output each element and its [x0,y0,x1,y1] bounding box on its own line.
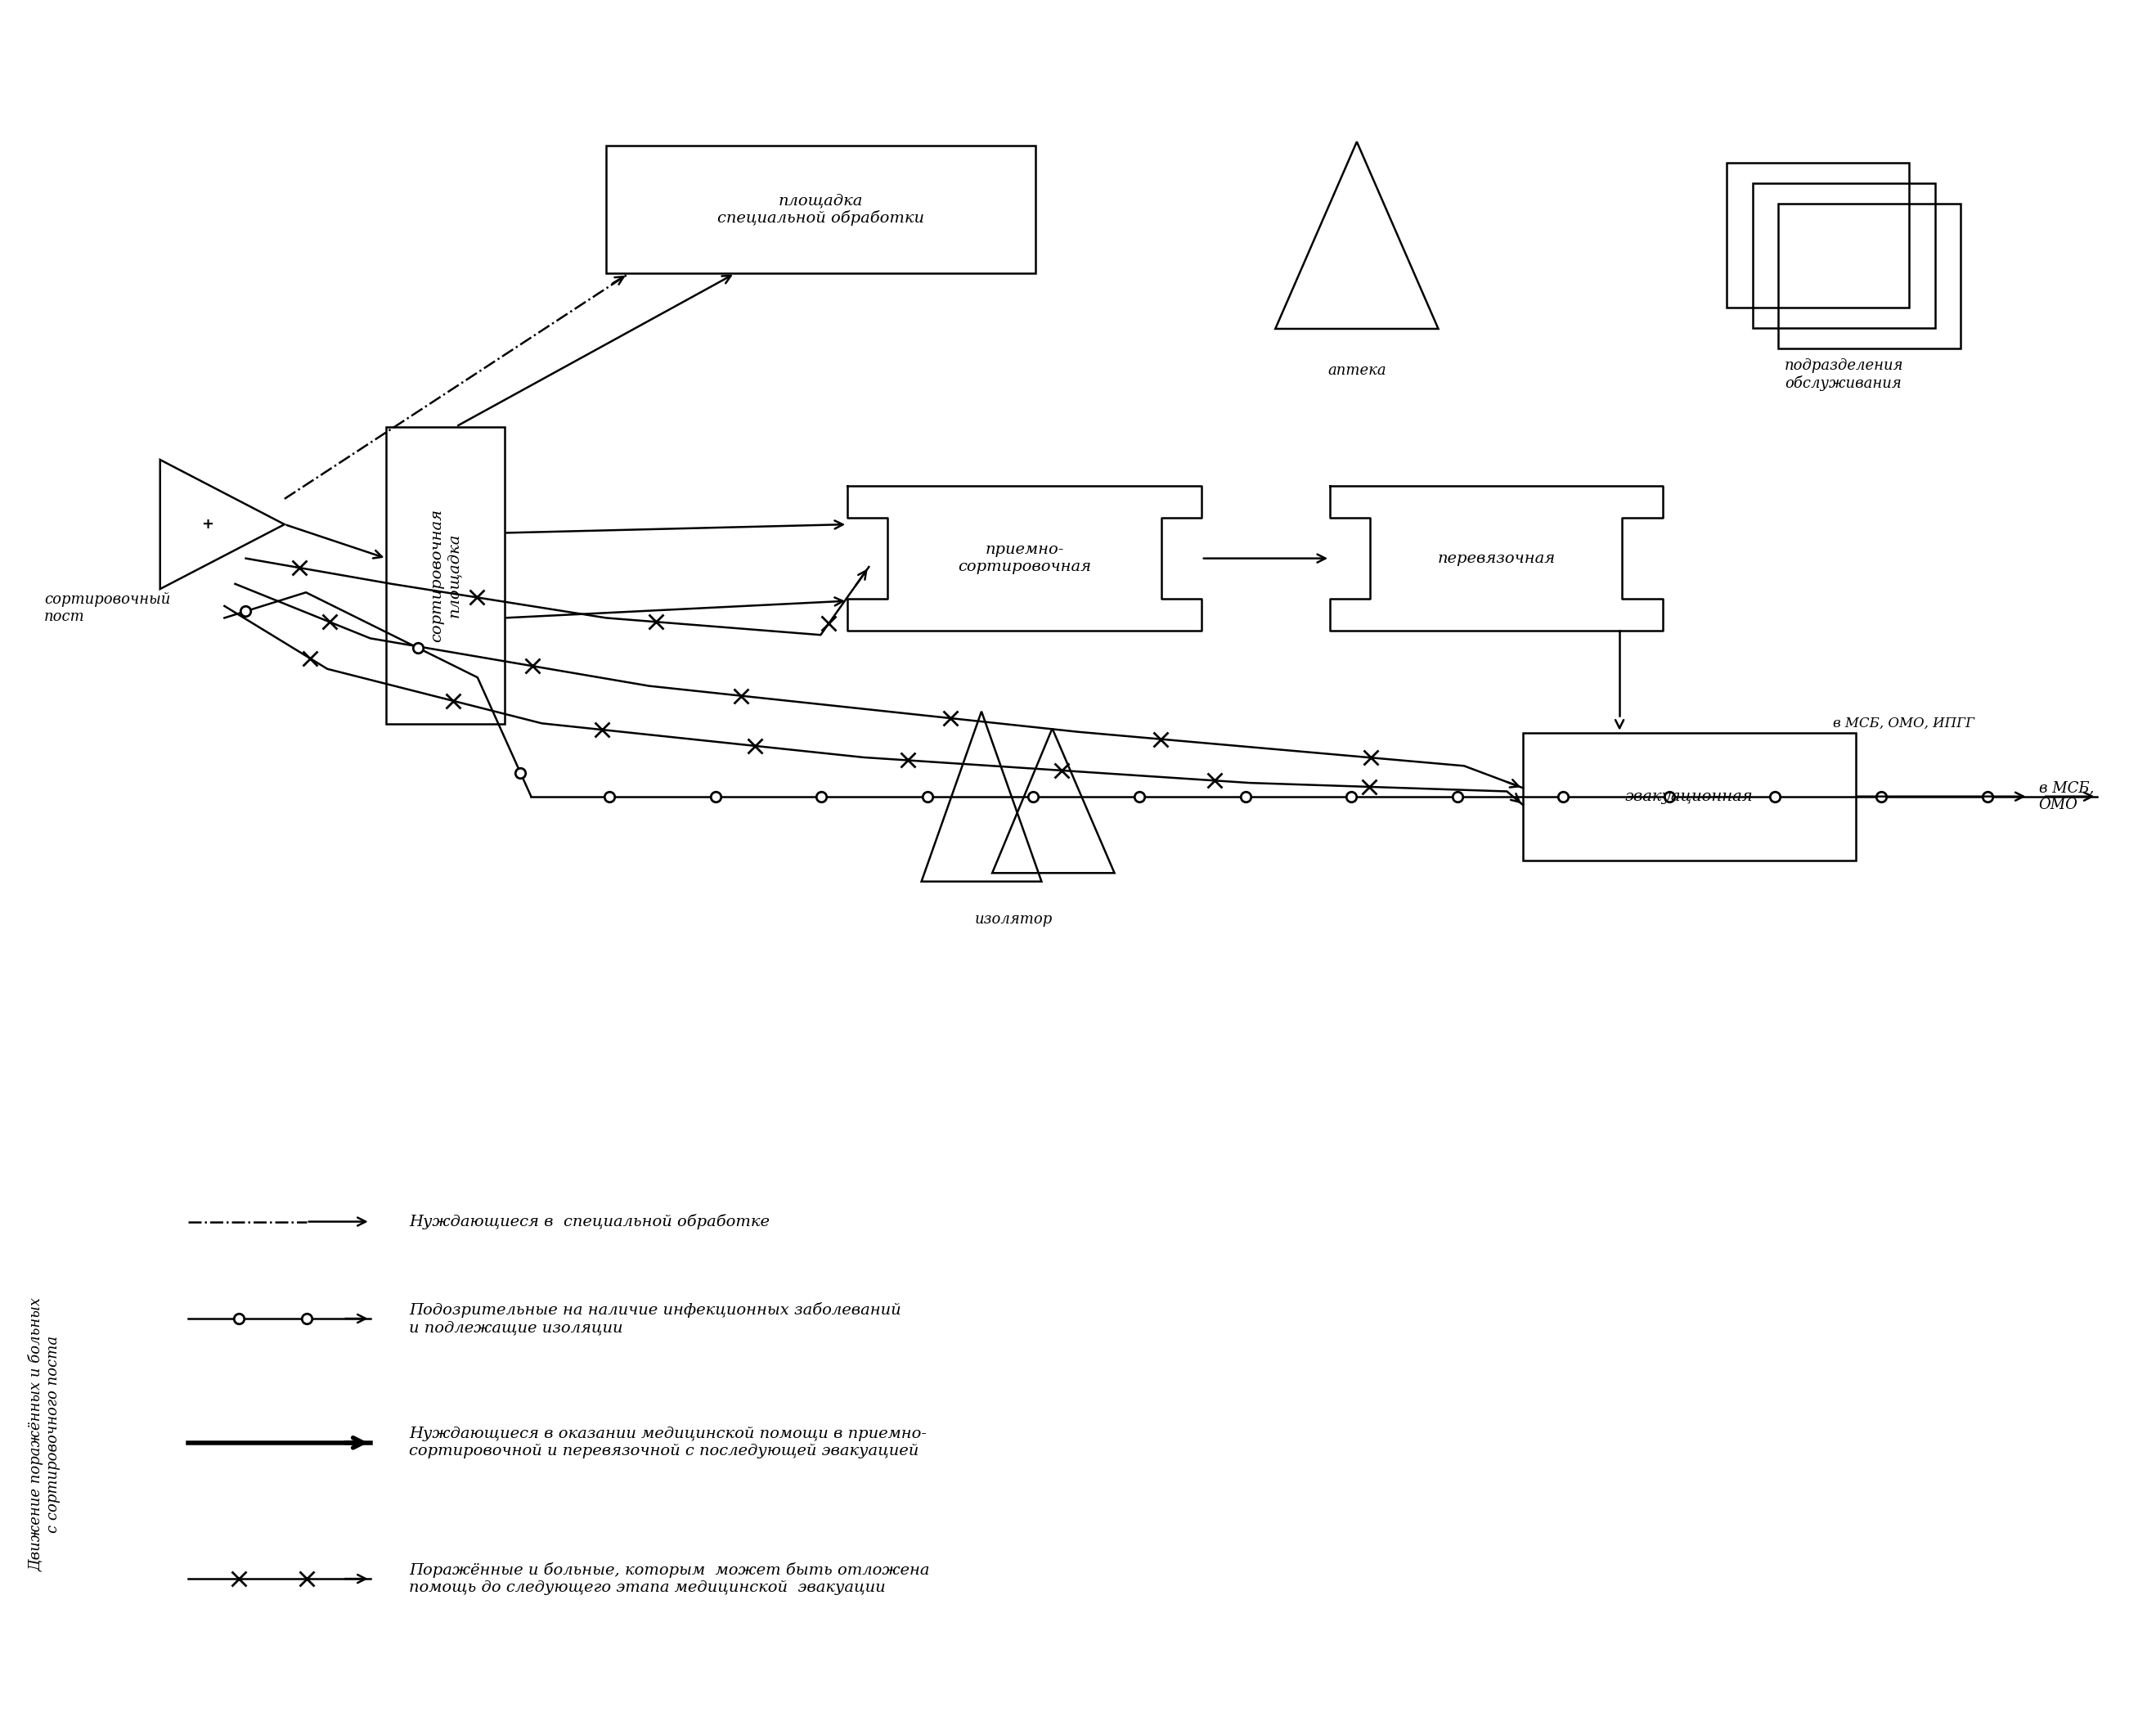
Text: сортировочная
площадка: сортировочная площадка [429,508,461,642]
Text: эвакуационная: эвакуационная [1626,789,1753,805]
Text: приемно-
сортировочная: приемно- сортировочная [957,543,1091,574]
Text: изолятор: изолятор [975,912,1052,926]
Text: площадка
специальной обработки: площадка специальной обработки [718,193,925,226]
Text: в МСБ,
ОМО: в МСБ, ОМО [2040,781,2093,813]
Bar [1779,204,1960,348]
Text: аптека: аптека [1328,363,1386,378]
Bar [1727,163,1908,308]
Bar [1522,733,1856,859]
Bar [606,146,1035,274]
Text: Движение поражённых и больных
с сортировочного поста: Движение поражённых и больных с сортиров… [28,1298,60,1572]
Bar [386,426,505,724]
Text: в МСБ, ОМО, ИПГГ: в МСБ, ОМО, ИПГГ [1833,716,1975,731]
Bar [1753,183,1934,329]
Text: перевязочная: перевязочная [1438,551,1554,565]
Text: сортировочный
пост: сортировочный пост [45,592,170,625]
Text: Поражённые и больные, которым  может быть отложена
помощь до следующего этапа ме: Поражённые и больные, которым может быть… [410,1563,929,1596]
Text: подразделения
обслуживания: подразделения обслуживания [1785,358,1904,392]
Text: +: + [201,517,213,532]
Text: Нуждающиеся в оказании медицинской помощи в приемно-
сортировочной и перевязочно: Нуждающиеся в оказании медицинской помощ… [410,1426,927,1459]
Text: Нуждающиеся в  специальной обработке: Нуждающиеся в специальной обработке [410,1214,770,1229]
Text: Подозрительные на наличие инфекционных заболеваний
и подлежащие изоляции: Подозрительные на наличие инфекционных з… [410,1303,901,1335]
